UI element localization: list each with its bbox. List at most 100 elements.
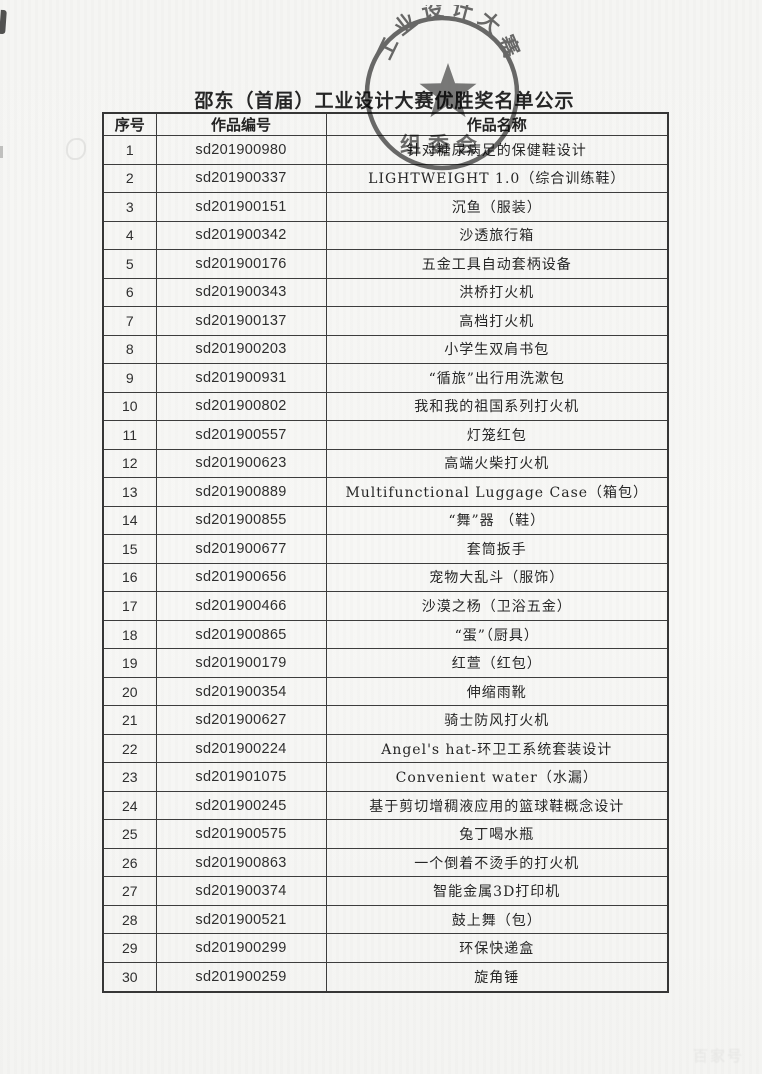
table-row: 8 sd201900203 小学生双肩书包: [102, 334, 669, 365]
cell-work-code: sd201900889: [155, 477, 327, 507]
table-header-row: 序号 作品编号 作品名称: [102, 112, 669, 136]
cell-work-name: 套筒扳手: [325, 534, 669, 564]
scan-artifact: [66, 138, 86, 160]
cell-serial-number: 15: [102, 534, 157, 564]
cell-work-name: 宠物大乱斗（服饰）: [325, 562, 669, 593]
cell-serial-number: 29: [102, 933, 157, 963]
seal-arc-text: 工业设计大赛: [373, 5, 525, 66]
cell-work-code: sd201900374: [155, 876, 327, 906]
scan-artifact: [0, 9, 7, 35]
cell-serial-number: 30: [102, 961, 157, 993]
cell-work-code: sd201900137: [155, 306, 327, 336]
cell-work-name: 伸缩雨靴: [325, 676, 669, 707]
cell-serial-number: 21: [102, 705, 157, 735]
cell-work-code: sd201900521: [155, 904, 327, 935]
cell-serial-number: 4: [102, 220, 157, 251]
cell-work-code: sd201900342: [155, 220, 327, 251]
table-row: 9 sd201900931 “循旅”出行用洗漱包: [102, 363, 669, 393]
scan-artifact: [0, 146, 3, 158]
table-row: 28 sd201900521 鼓上舞（包）: [102, 904, 669, 935]
cell-work-name: 环保快递盒: [325, 933, 669, 963]
table-row: 26 sd201900863 一个倒着不烫手的打火机: [102, 847, 669, 878]
cell-work-name: 针对糖尿病足的保健鞋设计: [325, 135, 669, 165]
cell-work-name: LIGHTWEIGHT 1.0（综合训练鞋）: [325, 163, 669, 194]
cell-work-name: Angel's hat-环卫工系统套装设计: [325, 733, 669, 764]
table-row: 1 sd201900980 针对糖尿病足的保健鞋设计: [102, 135, 669, 165]
table-row: 10 sd201900802 我和我的祖国系列打火机: [102, 391, 669, 422]
cell-serial-number: 10: [102, 391, 157, 422]
cell-work-code: sd201900179: [155, 648, 327, 678]
cell-work-name: 骑士防风打火机: [325, 705, 669, 735]
table-row: 27 sd201900374 智能金属3D打印机: [102, 876, 669, 906]
cell-serial-number: 26: [102, 847, 157, 878]
cell-work-code: sd201900863: [155, 847, 327, 878]
table-row: 15 sd201900677 套筒扳手: [102, 534, 669, 564]
cell-serial-number: 17: [102, 591, 157, 621]
cell-work-code: sd201900299: [155, 933, 327, 963]
cell-work-code: sd201900176: [155, 249, 327, 279]
cell-work-name: 高端火柴打火机: [325, 448, 669, 479]
cell-work-code: sd201900627: [155, 705, 327, 735]
cell-work-name: 洪桥打火机: [325, 277, 669, 308]
cell-serial-number: 3: [102, 192, 157, 222]
table-row: 2 sd201900337 LIGHTWEIGHT 1.0（综合训练鞋）: [102, 163, 669, 194]
cell-work-name: 高档打火机: [325, 306, 669, 336]
cell-work-code: sd201900259: [155, 961, 327, 993]
table-row: 29 sd201900299 环保快递盒: [102, 933, 669, 963]
cell-serial-number: 23: [102, 762, 157, 792]
cell-work-name: “舞”器 （鞋）: [325, 505, 669, 536]
table-row: 5 sd201900176 五金工具自动套柄设备: [102, 249, 669, 279]
cell-work-name: 我和我的祖国系列打火机: [325, 391, 669, 422]
cell-work-code: sd201900855: [155, 505, 327, 536]
table-row: 7 sd201900137 高档打火机: [102, 306, 669, 336]
cell-work-code: sd201900980: [155, 135, 327, 165]
table-row: 3 sd201900151 沉鱼（服装）: [102, 192, 669, 222]
cell-serial-number: 14: [102, 505, 157, 536]
cell-work-code: sd201900337: [155, 163, 327, 194]
cell-work-name: 小学生双肩书包: [325, 334, 669, 365]
table-row: 18 sd201900865 “蛋”（厨具）: [102, 619, 669, 650]
cell-work-code: sd201900203: [155, 334, 327, 365]
table-row: 30 sd201900259 旋角锤: [102, 961, 669, 993]
cell-work-name: 旋角锤: [325, 961, 669, 993]
cell-work-code: sd201900802: [155, 391, 327, 422]
cell-serial-number: 24: [102, 790, 157, 821]
cell-serial-number: 19: [102, 648, 157, 678]
cell-serial-number: 25: [102, 819, 157, 849]
cell-work-code: sd201900343: [155, 277, 327, 308]
table-row: 24 sd201900245 基于剪切增稠液应用的篮球鞋概念设计: [102, 790, 669, 821]
table-row: 17 sd201900466 沙漠之杨（卫浴五金）: [102, 591, 669, 621]
cell-work-code: sd201900224: [155, 733, 327, 764]
cell-work-name: 红萱（红包）: [325, 648, 669, 678]
table-row: 20 sd201900354 伸缩雨靴: [102, 676, 669, 707]
table-row: 12 sd201900623 高端火柴打火机: [102, 448, 669, 479]
header-work-code: 作品编号: [155, 112, 327, 136]
cell-work-code: sd201901075: [155, 762, 327, 792]
cell-work-code: sd201900245: [155, 790, 327, 821]
award-winners-table: 序号 作品编号 作品名称 1 sd201900980 针对糖尿病足的保健鞋设计 …: [102, 112, 669, 993]
cell-work-code: sd201900575: [155, 819, 327, 849]
cell-serial-number: 11: [102, 420, 157, 450]
cell-serial-number: 28: [102, 904, 157, 935]
cell-serial-number: 1: [102, 135, 157, 165]
table-row: 19 sd201900179 红萱（红包）: [102, 648, 669, 678]
table-row: 25 sd201900575 兔丁喝水瓶: [102, 819, 669, 849]
table-row: 22 sd201900224 Angel's hat-环卫工系统套装设计: [102, 733, 669, 764]
cell-serial-number: 18: [102, 619, 157, 650]
cell-work-name: Multifunctional Luggage Case（箱包）: [325, 477, 669, 507]
table-row: 6 sd201900343 洪桥打火机: [102, 277, 669, 308]
cell-work-name: 鼓上舞（包）: [325, 904, 669, 935]
cell-serial-number: 6: [102, 277, 157, 308]
cell-work-code: sd201900354: [155, 676, 327, 707]
cell-serial-number: 13: [102, 477, 157, 507]
cell-work-code: sd201900557: [155, 420, 327, 450]
cell-work-code: sd201900623: [155, 448, 327, 479]
cell-work-code: sd201900677: [155, 534, 327, 564]
table-row: 23 sd201901075 Convenient water（水漏）: [102, 762, 669, 792]
cell-work-code: sd201900931: [155, 363, 327, 393]
cell-work-name: “蛋”（厨具）: [325, 619, 669, 650]
cell-serial-number: 27: [102, 876, 157, 906]
table-row: 4 sd201900342 沙透旅行箱: [102, 220, 669, 251]
cell-work-name: 基于剪切增稠液应用的篮球鞋概念设计: [325, 790, 669, 821]
